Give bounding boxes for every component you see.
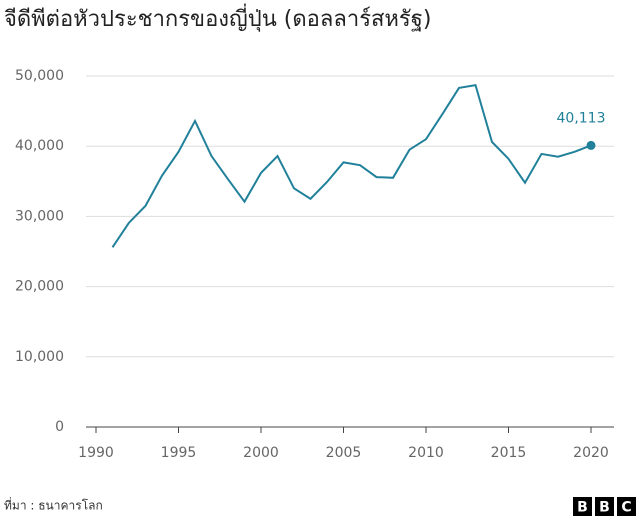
- source: ที่มา : ธนาคารโลก: [4, 497, 103, 513]
- point: [586, 140, 596, 150]
- logo: [573, 497, 636, 516]
- logo-letter: B: [599, 500, 610, 516]
- chart-title: จีดีพีต่อหัวประชากรของญี่ปุ่น (ดอลลาร์สห…: [4, 3, 432, 32]
- y-tick-label: 0: [55, 419, 64, 435]
- y-tick-label: 20,000: [15, 279, 64, 295]
- x-tick-label: 2015: [491, 445, 527, 461]
- y-tick-label: 30,000: [15, 208, 64, 224]
- value-label: 40,113: [557, 110, 606, 126]
- x-tick-label: 1995: [161, 445, 197, 461]
- y-tick-label: 40,000: [15, 138, 64, 154]
- logo-box: [595, 497, 614, 516]
- logo-letter: B: [577, 500, 588, 516]
- x-tick-label: 2000: [243, 445, 279, 461]
- y-tick-label: 10,000: [15, 349, 64, 365]
- x-tick-label: 2010: [408, 445, 444, 461]
- line: [111, 83, 592, 248]
- logo-box: [617, 497, 636, 516]
- logo-box: [573, 497, 592, 516]
- x-tick-label: 2005: [326, 445, 362, 461]
- logo-letter: C: [621, 500, 631, 516]
- x-tick-label: 1990: [78, 445, 114, 461]
- x-tick-label: 2020: [573, 445, 609, 461]
- y-tick-label: 50,000: [15, 68, 64, 84]
